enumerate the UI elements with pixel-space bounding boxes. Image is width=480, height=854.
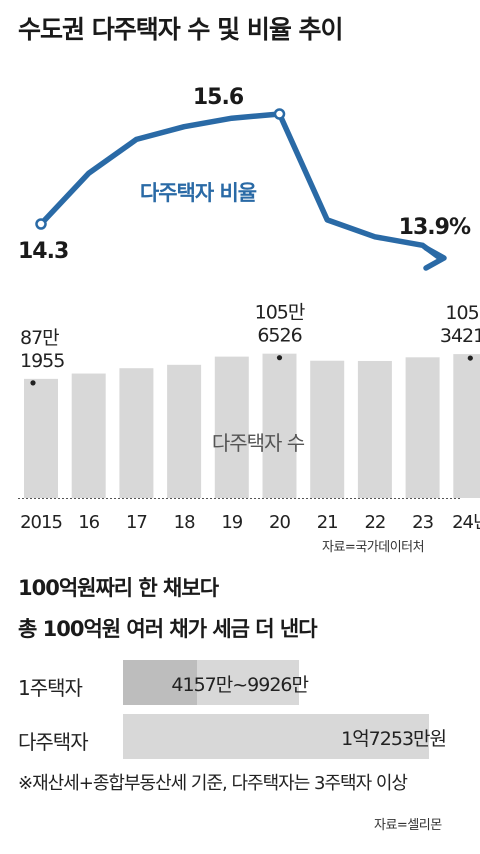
- bar-data-label: 6526: [257, 325, 301, 347]
- row-label-single-owner: 1주택자: [18, 676, 83, 700]
- x-tick-label: 19: [221, 512, 242, 533]
- subtitle-line-2: 총 100억원 여러 채가 세금 더 낸다: [18, 617, 318, 641]
- bar-24년: [453, 354, 480, 498]
- source-top: 자료=국가데이터처: [322, 540, 425, 555]
- bar-data-label: 3421명: [440, 325, 480, 347]
- bar-20: [262, 353, 297, 498]
- line-series-path: [38, 111, 443, 261]
- x-tick-label: 24년: [452, 512, 480, 533]
- line-marker: [35, 218, 47, 230]
- x-tick-label: 18: [174, 512, 195, 533]
- bar-data-label: 87만: [20, 327, 59, 349]
- bar-19: [214, 356, 249, 498]
- multi-owner-bar-label: 1억7253만원: [341, 728, 447, 750]
- line-data-label: 14.3: [18, 239, 68, 264]
- line-data-label: 13.9%: [399, 215, 471, 240]
- x-tick-label: 22: [364, 512, 385, 533]
- single-owner-bar-label: 4157만~9926만: [171, 674, 309, 696]
- x-tick-label: 20: [269, 512, 290, 533]
- bar-label-dot: [467, 355, 473, 361]
- footnote: ※재산세+종합부동산세 기준, 다주택자는 3주택자 이상: [18, 773, 408, 794]
- x-tick-label: 16: [78, 512, 99, 533]
- line-end-arrow: [423, 245, 447, 271]
- bar-22: [357, 360, 392, 498]
- bar-18: [167, 364, 202, 498]
- bar-data-label: 1955: [20, 350, 64, 372]
- chart-title: 수도권 다주택자 수 및 비율 추이: [18, 15, 344, 44]
- single-owner-bar-min: [123, 660, 197, 705]
- subtitle-line-1: 100억원짜리 한 채보다: [18, 576, 219, 600]
- bar-data-label: 105만: [445, 302, 480, 324]
- multi-owner-bar: [123, 714, 430, 759]
- x-tick-label: 2015: [20, 512, 62, 533]
- bar-2015: [24, 378, 58, 498]
- row-label-multi-owner: 다주택자: [18, 730, 89, 754]
- bar-16: [71, 373, 106, 498]
- bar-21: [310, 360, 345, 498]
- line-marker: [273, 108, 286, 120]
- source-bottom: 자료=셀리몬: [374, 818, 442, 833]
- line-series-name: 다주택자 비율: [140, 181, 257, 205]
- bar-series-name: 다주택자 수: [212, 431, 305, 455]
- x-tick-label: 21: [317, 512, 338, 533]
- bar-label-dot: [30, 380, 36, 386]
- bar-17: [119, 368, 154, 498]
- single-owner-bar-range: [196, 660, 300, 705]
- x-tick-label: 17: [126, 512, 147, 533]
- bar-data-label: 105만: [255, 302, 305, 324]
- line-data-label: 15.6: [193, 85, 244, 110]
- bar-23: [405, 357, 440, 498]
- x-tick-label: 23: [412, 512, 433, 533]
- bar-label-dot: [276, 355, 283, 361]
